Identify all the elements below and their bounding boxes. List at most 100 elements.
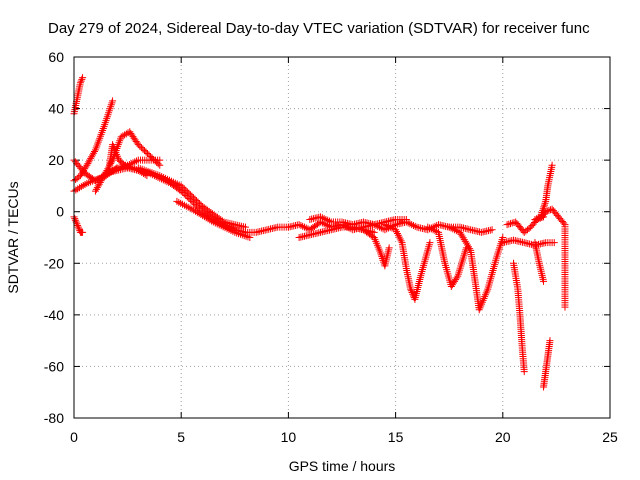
data-point xyxy=(204,215,212,223)
x-tick-label: 25 xyxy=(602,429,618,445)
data-point xyxy=(189,194,197,202)
data-point xyxy=(200,213,208,221)
data-point xyxy=(322,215,330,223)
data-point xyxy=(459,234,467,242)
data-point xyxy=(460,236,468,244)
data-point xyxy=(429,226,437,234)
data-point xyxy=(177,182,185,190)
data-point xyxy=(542,208,550,216)
data-point xyxy=(144,150,152,158)
chart-title: Day 279 of 2024, Sidereal Day-to-day VTE… xyxy=(48,20,590,37)
data-point xyxy=(431,227,439,235)
data-point xyxy=(456,228,464,236)
plot-frame xyxy=(73,56,611,419)
series-tail-drop xyxy=(510,259,528,376)
data-point xyxy=(199,212,207,220)
series-tail-scatter xyxy=(531,205,569,311)
data-point xyxy=(182,186,190,194)
data-point xyxy=(191,207,199,215)
data-point xyxy=(79,74,87,82)
data-point xyxy=(531,215,539,223)
x-tick-label: 20 xyxy=(495,429,511,445)
series-arc-a xyxy=(70,97,117,185)
data-point xyxy=(208,217,216,225)
data-point xyxy=(242,223,250,231)
data-point xyxy=(109,97,117,105)
data-point xyxy=(449,225,457,233)
data-point xyxy=(534,214,542,222)
data-point xyxy=(543,207,551,215)
data-point xyxy=(196,200,204,208)
series-band-upper xyxy=(134,164,250,231)
data-point xyxy=(90,148,98,156)
data-point xyxy=(129,159,137,167)
data-point xyxy=(503,221,511,229)
data-point xyxy=(546,337,554,345)
data-point xyxy=(156,156,164,164)
series-arc-e xyxy=(104,141,132,177)
series-dip-4 xyxy=(445,223,507,314)
data-point xyxy=(136,142,144,150)
data-point xyxy=(541,199,549,207)
x-tick-label: 5 xyxy=(177,429,185,445)
data-point xyxy=(388,224,396,232)
data-point xyxy=(560,219,568,227)
data-point xyxy=(193,208,201,216)
y-tick-label: -40 xyxy=(44,307,64,323)
data-point xyxy=(404,219,412,227)
data-point xyxy=(137,144,145,152)
y-tick-label: 0 xyxy=(56,204,64,220)
data-point xyxy=(77,77,85,85)
data-point xyxy=(218,217,226,225)
data-point xyxy=(183,188,191,196)
data-point xyxy=(426,239,434,247)
data-point xyxy=(147,152,155,160)
y-tick-label: -80 xyxy=(44,410,64,426)
data-point xyxy=(384,222,392,230)
data-point xyxy=(488,226,496,234)
series-tail-low xyxy=(540,337,554,391)
series-band-lower xyxy=(173,197,254,241)
data-point xyxy=(202,214,210,222)
data-point xyxy=(73,220,81,228)
data-point xyxy=(408,221,416,229)
series-dip-3 xyxy=(424,223,470,290)
data-point xyxy=(540,203,548,211)
series-dip-1 xyxy=(349,223,393,270)
data-point xyxy=(71,216,79,224)
data-point xyxy=(179,183,187,191)
data-point xyxy=(463,241,471,249)
data-point xyxy=(525,224,533,232)
series-tail-band xyxy=(499,236,558,249)
data-point xyxy=(453,274,461,282)
data-point xyxy=(297,221,305,229)
data-point xyxy=(320,215,328,223)
x-tick-label: 0 xyxy=(70,429,78,445)
data-points xyxy=(70,74,569,391)
data-point xyxy=(464,243,472,251)
data-point xyxy=(76,227,84,235)
tick-labels: 0 5 10 15 20 25 -80 -60 -40 -20 0 20 40 60 xyxy=(44,49,618,445)
data-point xyxy=(191,195,199,203)
data-point xyxy=(76,79,84,87)
data-point xyxy=(406,220,414,228)
data-point xyxy=(505,220,513,228)
data-point xyxy=(318,214,326,222)
data-point xyxy=(520,368,528,376)
series-mid-upper xyxy=(306,213,410,229)
data-point xyxy=(407,285,415,293)
data-point xyxy=(325,217,333,225)
data-point xyxy=(206,216,214,224)
data-point xyxy=(540,201,548,209)
data-point xyxy=(197,211,205,219)
data-point xyxy=(427,225,435,233)
data-point xyxy=(78,75,86,83)
data-point xyxy=(561,303,569,311)
series-arc-f xyxy=(124,156,164,169)
data-point xyxy=(74,223,82,231)
data-point xyxy=(445,223,453,231)
data-point xyxy=(461,237,469,245)
data-point xyxy=(71,215,79,223)
data-point xyxy=(295,221,303,229)
